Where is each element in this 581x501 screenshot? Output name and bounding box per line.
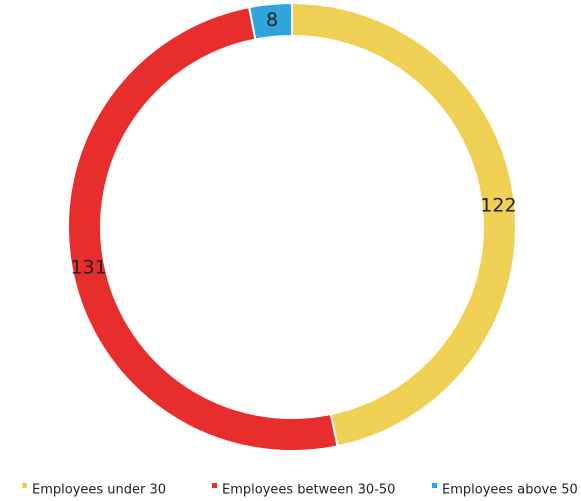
legend-swatch	[212, 483, 217, 488]
legend-label: Employees between 30-50	[222, 483, 395, 498]
legend-label: Employees above 50	[442, 483, 578, 498]
donut-segment	[67, 5, 339, 452]
donut-segment	[247, 1, 293, 41]
data-label: 8	[266, 9, 278, 31]
legend-swatch	[22, 483, 27, 488]
donut-segment	[291, 1, 517, 448]
legend-swatch	[432, 483, 437, 488]
data-label: 131	[70, 256, 106, 278]
data-label: 122	[480, 194, 516, 216]
legend-label: Employees under 30	[32, 483, 166, 498]
